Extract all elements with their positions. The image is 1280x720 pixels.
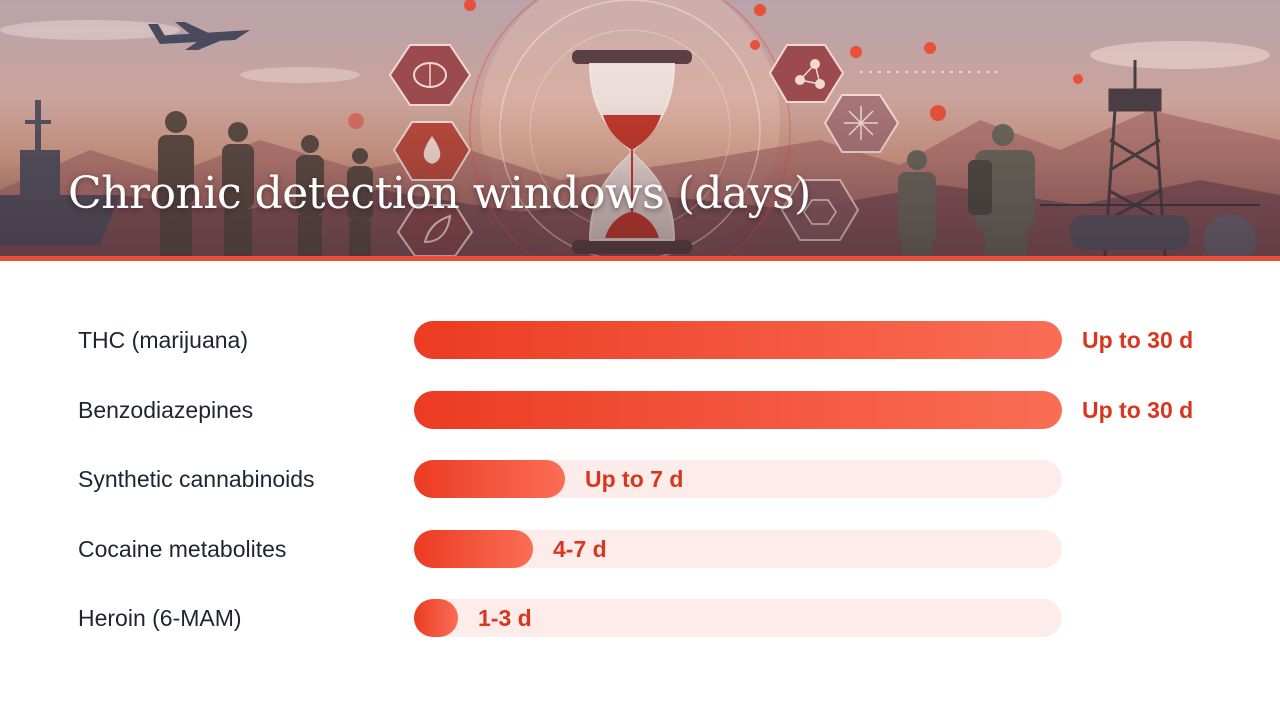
category-label: THC (marijuana) xyxy=(78,327,248,353)
bar-track xyxy=(414,321,1062,359)
bar xyxy=(414,460,565,498)
bar-row: THC (marijuana) Up to 30 d xyxy=(0,320,1280,360)
bar-chart: THC (marijuana) Up to 30 d Benzodiazepines… xyxy=(0,300,1280,680)
bar xyxy=(414,529,533,568)
brain-icon xyxy=(388,44,472,106)
header-banner: Chronic detection windows (days) xyxy=(0,0,1280,256)
bar-row: Cocaine metabolites 4-7 d xyxy=(0,529,1280,569)
category-label: Benzodiazepines xyxy=(78,396,254,423)
soldiers-left xyxy=(158,111,373,256)
bar-track xyxy=(414,390,1062,429)
bar-value-label: 4-7 d xyxy=(553,535,607,562)
starburst-icon xyxy=(823,94,900,153)
bar xyxy=(414,599,458,637)
bar xyxy=(414,321,1062,359)
bar-value-label: Up to 30 d xyxy=(1082,327,1194,353)
bar-row: Synthetic cannabinoids Up to 7 d xyxy=(0,459,1280,499)
category-label: Synthetic cannabinoids xyxy=(78,466,315,492)
accent-divider xyxy=(0,256,1280,261)
tower-icon xyxy=(1103,60,1167,256)
banner-shade xyxy=(0,0,1280,256)
bar-value-label: Up to 30 d xyxy=(1082,396,1194,423)
hourglass-icon xyxy=(572,50,692,254)
soldiers-right xyxy=(898,124,1035,256)
bar-track xyxy=(414,460,1062,498)
bar-row: Heroin (6-MAM) 1-3 d xyxy=(0,598,1280,638)
molecule-icon xyxy=(768,44,845,103)
category-label: Heroin (6-MAM) xyxy=(78,605,242,631)
drop-icon xyxy=(392,121,472,181)
helicopter-icon xyxy=(1040,204,1260,256)
bar xyxy=(414,390,1062,429)
leaf-icon xyxy=(396,204,474,256)
ship-icon xyxy=(0,100,120,245)
bar-value-label: Up to 7 d xyxy=(585,466,684,492)
jet-icon xyxy=(148,22,250,50)
bar-track xyxy=(414,599,1062,637)
hexagon-molecule-icon xyxy=(780,179,860,241)
bar-row: Benzodiazepines Up to 30 d xyxy=(0,390,1280,430)
bar-track xyxy=(414,529,1062,568)
category-label: Cocaine metabolites xyxy=(78,535,287,562)
banner-illustration xyxy=(0,0,1280,256)
page-title: Chronic detection windows (days) xyxy=(68,168,811,219)
bar-value-label: 1-3 d xyxy=(478,605,532,631)
